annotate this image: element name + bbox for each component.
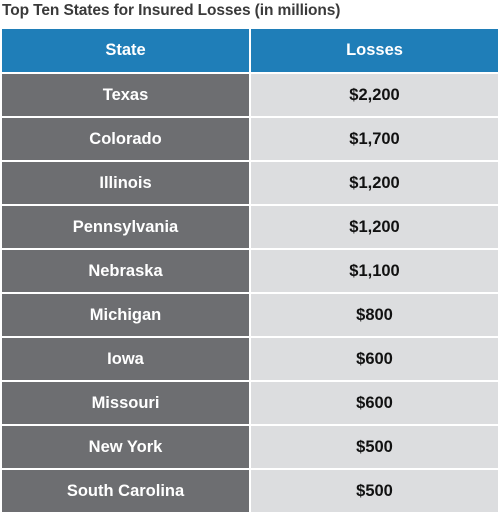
state-cell: Iowa	[2, 338, 249, 380]
table-row: Iowa $600	[2, 338, 498, 380]
state-cell: Pennsylvania	[2, 206, 249, 248]
header-losses: Losses	[251, 29, 498, 72]
state-cell: New York	[2, 426, 249, 468]
table-row: Michigan $800	[2, 294, 498, 336]
losses-cell: $500	[251, 470, 498, 512]
state-cell: Missouri	[2, 382, 249, 424]
losses-table: State Losses Texas $2,200 Colorado $1,700 Il…	[2, 29, 498, 514]
state-cell: Michigan	[2, 294, 249, 336]
losses-cell: $1,200	[251, 206, 498, 248]
table-row: New York $500	[2, 426, 498, 468]
state-cell: Nebraska	[2, 250, 249, 292]
losses-cell: $1,200	[251, 162, 498, 204]
losses-cell: $2,200	[251, 74, 498, 116]
state-cell: South Carolina	[2, 470, 249, 512]
table-row: Illinois $1,200	[2, 162, 498, 204]
state-cell: Colorado	[2, 118, 249, 160]
table-row: South Carolina $500	[2, 470, 498, 512]
table-row: Colorado $1,700	[2, 118, 498, 160]
state-cell: Texas	[2, 74, 249, 116]
state-cell: Illinois	[2, 162, 249, 204]
table-row: Pennsylvania $1,200	[2, 206, 498, 248]
table-row: Nebraska $1,100	[2, 250, 498, 292]
table-row: Missouri $600	[2, 382, 498, 424]
table-header-row: State Losses	[2, 29, 498, 72]
losses-cell: $600	[251, 338, 498, 380]
header-state: State	[2, 29, 249, 72]
losses-cell: $1,700	[251, 118, 498, 160]
table-body: Texas $2,200 Colorado $1,700 Illinois $1,200 P…	[2, 74, 498, 512]
losses-cell: $600	[251, 382, 498, 424]
losses-cell: $800	[251, 294, 498, 336]
losses-cell: $1,100	[251, 250, 498, 292]
table-title: Top Ten States for Insured Losses (in mi…	[2, 2, 341, 19]
table-row: Texas $2,200	[2, 74, 498, 116]
losses-cell: $500	[251, 426, 498, 468]
